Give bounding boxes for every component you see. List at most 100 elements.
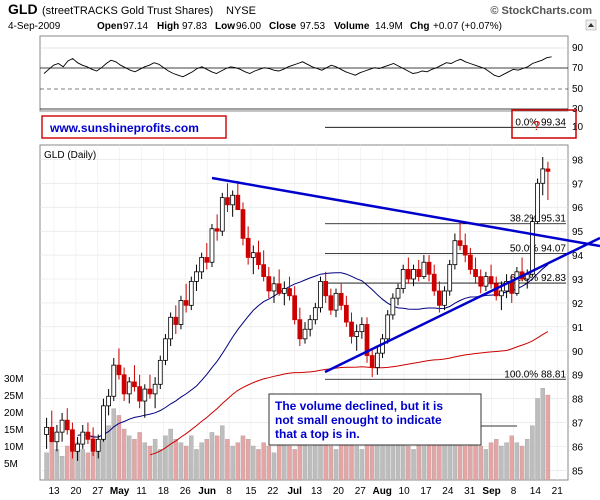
volume-bar [509,435,514,481]
volume-bar [271,452,277,481]
candle-body [530,221,535,275]
volume-bar [292,449,297,481]
volume-tick-label: 30M [4,374,23,385]
volume-bar [411,449,416,481]
volume-bar [282,442,287,481]
candle-body [225,197,230,206]
candle-body [437,290,442,306]
credit: © StockCharts.com [490,5,592,17]
price-tick-label: 85 [572,466,584,477]
candle-body [343,304,349,323]
price-axis: 98 97 96 95 94 93 92 91 90 89 88 87 86 85 [572,155,584,477]
price-tick-label: 94 [572,251,584,262]
candle-body [178,300,184,325]
candle-body [338,292,344,306]
open-label: Open [97,21,123,32]
volume-bar [442,442,447,481]
candle-body [323,280,329,297]
volume-bar [80,449,85,481]
volume-bar [142,442,147,481]
volume-bar [209,432,215,481]
candle-body [364,324,370,356]
candle-body [483,276,489,287]
candle-body [442,290,447,306]
candle-body [462,245,468,256]
candlesticks [44,156,551,461]
price-tick-label: 96 [572,203,584,214]
candle-body [416,269,422,278]
volume-bar [106,425,111,481]
candle-body [219,197,225,232]
volume-bar [111,408,116,481]
chg-value: +0.07 (+0.07%) [433,21,502,32]
candle-body [457,240,463,246]
time-tick-label: May [110,486,130,497]
candle-body [204,257,210,263]
volume-bar [494,439,499,481]
candle-body [514,271,520,294]
low-label: Low [215,21,235,32]
volume-label: Volume [334,21,370,32]
candle-body [214,228,220,232]
volume-bar [328,445,334,481]
candle-body [95,438,101,452]
candle-body [85,431,91,440]
volume-bar [483,449,489,481]
candle-body [266,276,272,292]
candle-body [250,252,256,258]
price-tick-label: 89 [572,371,584,382]
candle-body [349,321,354,337]
time-tick-label: 31 [464,486,476,497]
candle-body [488,276,494,285]
candle-body [137,386,142,402]
candle-body [188,280,194,306]
volume-bar [194,449,199,481]
price-tick-label: 88 [572,395,584,406]
volume-bar [499,445,504,481]
annotation-line-2: not small enought to indicate [275,413,442,427]
candle-body [49,426,55,443]
volume-bar [127,435,132,481]
volume-bar [152,439,158,481]
volume-bar [168,428,173,481]
header: GLD (streetTRACKS Gold Trust Shares) NYS… [8,1,597,32]
open-value: 97.14 [123,21,148,32]
quote-date: 4-Sep-2009 [8,21,61,32]
time-tick-label: 8 [511,486,517,497]
chg-label: Chg [410,21,429,32]
candle-body [101,405,106,440]
volume-tick-label: 5M [4,459,18,470]
candle-body [452,240,458,266]
candle-body [111,364,117,397]
volume-value: 14.9M [375,21,403,32]
price-tick-label: 87 [572,419,584,430]
volume-tick-label: 20M [4,408,23,419]
time-tick-label: 20 [70,486,82,497]
volume-bar [85,452,91,481]
price-panel-title: GLD (Daily) [44,150,96,161]
volume-bar [307,445,313,481]
candle-body [261,264,267,278]
volume-bar [287,445,292,481]
candle-body [281,288,287,294]
time-tick-label: 22 [267,486,279,497]
volume-bar [199,442,204,481]
candle-body [478,276,484,287]
candle-body [385,314,391,340]
volume-bar [59,456,65,481]
scroll-arrow-icon[interactable] [585,19,597,31]
volume-bar [65,445,70,481]
time-tick-label: 17 [420,486,432,497]
moving-average-blue [77,264,549,438]
price-tick-label: 98 [572,155,584,166]
fib-label: 100.0% 88.81 [504,369,566,380]
watermark-text: www.sunshineprofits.com [49,121,199,135]
volume-bar [468,442,473,481]
price-tick-label: 95 [572,227,584,238]
volume-bar [302,442,308,481]
candle-body [540,168,546,184]
high-value: 97.83 [182,21,207,32]
volume-bar [251,445,256,481]
candle-body [302,328,308,340]
time-tick-label: Aug [372,486,391,497]
